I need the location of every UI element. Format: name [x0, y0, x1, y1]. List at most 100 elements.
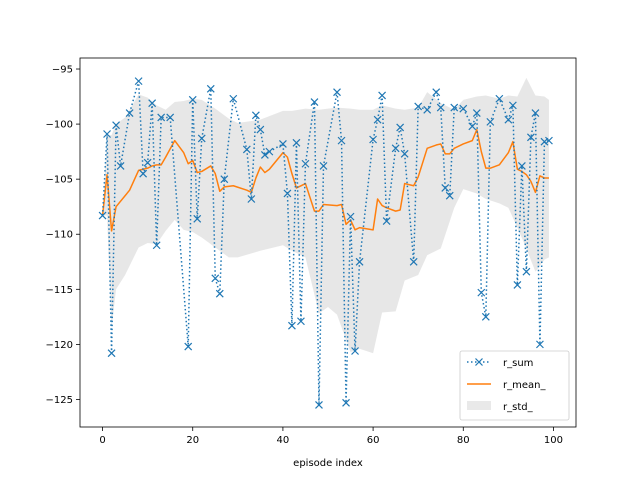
- r-sum-point: [373, 115, 382, 124]
- r-sum-point: [517, 162, 526, 170]
- r-sum-point: [103, 130, 111, 138]
- r-sum-point: [242, 145, 251, 154]
- r-sum-point: [477, 288, 486, 297]
- r-std-band: [102, 77, 549, 354]
- r-sum-point: [382, 217, 391, 225]
- x-tick-label: 0: [99, 435, 105, 446]
- y-tick-label: −100: [46, 120, 73, 131]
- y-tick-label: −110: [46, 230, 73, 241]
- legend-r-sum-label: r_sum: [503, 358, 533, 369]
- x-tick-label: 60: [367, 435, 380, 446]
- r-sum-point: [540, 137, 549, 146]
- r-sum-point: [265, 147, 274, 156]
- x-axis-ticks: 0 20 40 60 80 100: [99, 427, 563, 446]
- r-sum-point: [432, 88, 441, 97]
- r-sum-point: [315, 401, 323, 409]
- r-sum-point: [193, 214, 202, 223]
- r-sum-point: [215, 289, 224, 298]
- r-sum-point: [441, 184, 450, 192]
- legend-r-sum-x: [475, 358, 483, 366]
- r-sum-point: [337, 136, 346, 145]
- r-sum-point: [481, 312, 490, 321]
- x-tick-label: 40: [277, 435, 290, 446]
- r-sum-point: [220, 175, 229, 184]
- legend: r_sum r_mean_ r_std_: [459, 350, 570, 421]
- r-sum-point: [152, 241, 161, 250]
- r-sum-point: [211, 274, 220, 283]
- legend-r-std-patch: [467, 401, 491, 410]
- r-sum-point: [545, 136, 553, 145]
- x-tick-label: 80: [457, 435, 470, 446]
- r-sum-point: [134, 77, 143, 86]
- legend-r-mean-label: r_mean_: [503, 380, 546, 391]
- r-sum-point: [342, 398, 350, 407]
- r-sum-point: [116, 162, 125, 170]
- r-sum-point: [112, 121, 120, 130]
- r-sum-point: [256, 125, 265, 134]
- r-sum-point: [188, 95, 197, 104]
- r-sum-point: [423, 105, 432, 114]
- r-sum-point: [522, 267, 531, 276]
- x-tick-label: 20: [186, 435, 199, 446]
- r-sum-point: [355, 257, 364, 266]
- r-sum-point: [166, 113, 175, 122]
- legend-entry-r-mean: r_mean_: [467, 380, 546, 391]
- r-sum-point: [310, 98, 319, 106]
- r-sum-point: [450, 103, 459, 112]
- r-sum-point: [495, 94, 504, 103]
- legend-entry-r-std: r_std_: [467, 401, 534, 413]
- r-sum-point: [445, 191, 454, 200]
- r-sum-point: [278, 139, 287, 148]
- r-sum-point: [247, 195, 256, 203]
- r-sum-point: [107, 349, 116, 358]
- r-sum-point: [436, 103, 445, 112]
- r-sum-point: [472, 109, 481, 117]
- r-sum-point: [301, 159, 310, 168]
- r-sum-point: [184, 342, 193, 351]
- r-sum-point: [378, 91, 387, 100]
- r-sum-point: [391, 144, 400, 153]
- r-sum-point: [143, 158, 152, 167]
- r-sum-point: [251, 111, 260, 120]
- r-sum-point: [486, 117, 495, 126]
- legend-r-std-label: r_std_: [503, 402, 534, 413]
- r-mean-line: [101, 128, 549, 232]
- r-sum-point: [148, 99, 157, 108]
- r-sum-point: [319, 162, 328, 170]
- legend-r-sum-marker: [475, 358, 483, 366]
- legend-entry-r-sum: r_sum: [467, 358, 533, 369]
- r-sum-point: [400, 149, 409, 158]
- r-sum-point: [414, 102, 423, 111]
- y-tick-label: −120: [46, 340, 73, 351]
- y-tick-label: −105: [46, 175, 73, 186]
- r-sum-point: [197, 134, 206, 143]
- r-sum-point: [459, 104, 468, 113]
- r-sum-point: [297, 317, 305, 326]
- y-axis-ticks: −95 −100 −105 −110 −115 −120 −125: [46, 65, 80, 406]
- y-tick-label: −125: [46, 395, 73, 406]
- r-sum-point: [536, 340, 544, 349]
- r-mean-line-layer: [101, 128, 549, 232]
- x-axis-label: episode index: [293, 458, 363, 469]
- r-sum-point: [260, 151, 269, 159]
- r-sum-series-layer: [98, 77, 553, 409]
- r-sum-point: [513, 280, 522, 289]
- x-tick-label: 100: [544, 435, 563, 446]
- r-sum-point: [283, 189, 292, 198]
- r-sum-point: [351, 347, 359, 355]
- r-sum-point: [206, 84, 215, 93]
- plot-area-frame: [79, 57, 577, 428]
- r-sum-point: [508, 101, 517, 110]
- r-sum-point: [229, 94, 238, 103]
- y-tick-label: −115: [46, 285, 73, 296]
- r-sum-point: [504, 115, 513, 124]
- r-sum-point: [468, 122, 477, 131]
- r-sum-point: [346, 212, 355, 221]
- r-sum-point: [333, 88, 341, 97]
- r-sum-point: [292, 138, 301, 147]
- r-sum-point: [288, 321, 296, 330]
- r-sum-point: [98, 211, 107, 220]
- r-sum-point: [157, 113, 166, 122]
- r-sum-point: [409, 257, 418, 266]
